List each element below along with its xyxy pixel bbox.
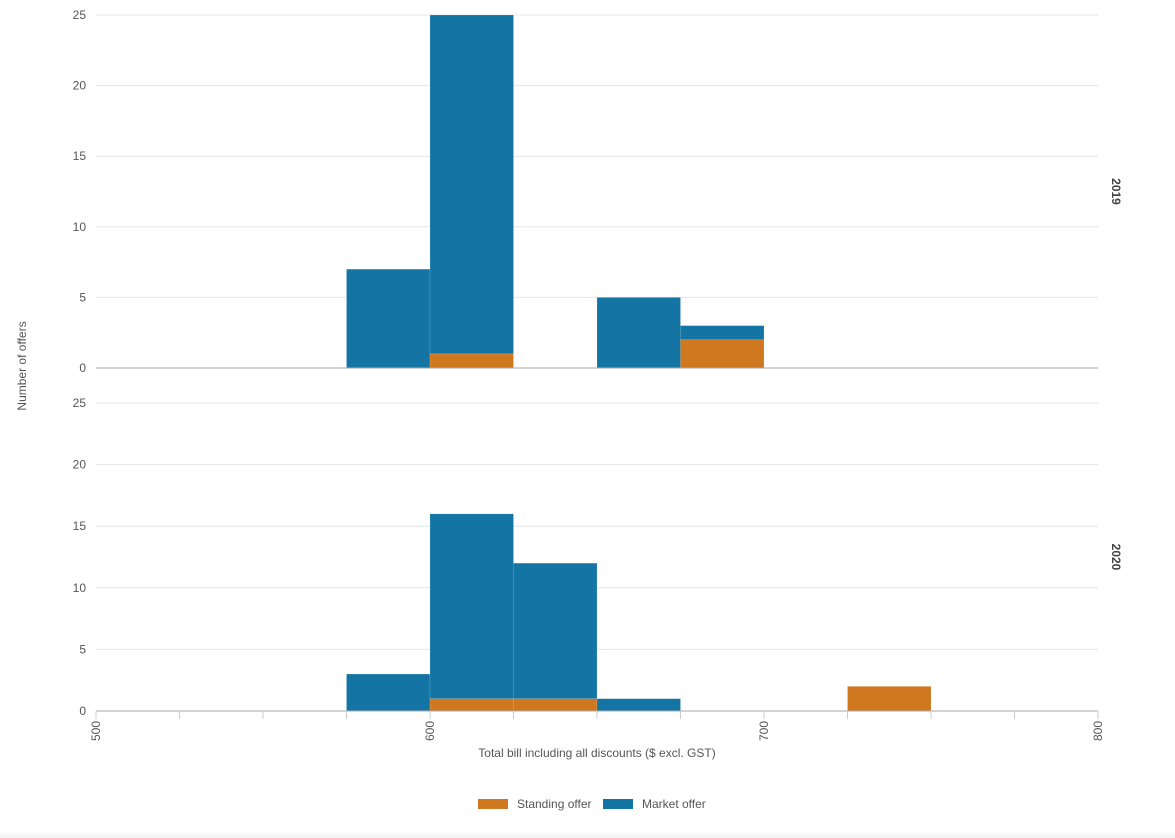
bar-market-offer <box>596 297 681 369</box>
legend-swatch <box>603 799 633 809</box>
y-tick-label: 15 <box>73 519 87 533</box>
bar-standing-offer <box>680 339 765 369</box>
y-tick-label: 0 <box>79 361 86 375</box>
y-tick-label: 25 <box>73 8 87 22</box>
y-tick-label: 15 <box>73 149 87 163</box>
legend-item-standing-offer: Standing offer <box>478 797 592 811</box>
bottom-strip <box>0 830 1175 838</box>
x-tick-label: 600 <box>423 721 437 741</box>
y-tick-label: 5 <box>79 290 86 304</box>
legend-label: Standing offer <box>517 797 592 811</box>
x-tick-label: 700 <box>757 721 771 741</box>
y-axis-title: Number of offers <box>15 321 29 410</box>
y-tick-label: 5 <box>79 642 86 656</box>
y-tick-label: 0 <box>79 704 86 718</box>
bar-market-offer <box>346 268 431 369</box>
y-tick-label: 25 <box>73 396 87 410</box>
bar-standing-offer <box>847 686 932 712</box>
facet-label: 2020 <box>1109 544 1123 571</box>
bar-standing-offer <box>429 698 514 712</box>
x-axis: 500 600 700 800 <box>89 711 1105 741</box>
panel-2019: 0 5 10 15 20 25 2019 <box>73 8 1123 375</box>
legend-item-market-offer: Market offer <box>603 797 706 811</box>
bar-market-offer <box>346 673 431 712</box>
panel-2020: 0 5 10 15 20 25 2020 <box>73 396 1123 718</box>
x-axis-title: Total bill including all discounts ($ ex… <box>478 746 715 760</box>
legend: Standing offer Market offer <box>478 797 706 811</box>
bar-market-offer <box>513 562 598 699</box>
facet-label: 2019 <box>1109 178 1123 205</box>
y-tick-label: 20 <box>73 458 87 472</box>
y-tick-label: 10 <box>73 581 87 595</box>
legend-label: Market offer <box>642 797 706 811</box>
x-tick-label: 500 <box>89 721 103 741</box>
x-tick-label: 800 <box>1091 721 1105 741</box>
y-tick-label: 10 <box>73 220 87 234</box>
bar-market-offer <box>429 513 514 699</box>
bar-standing-offer <box>513 698 598 712</box>
facet-panels: 0 5 10 15 20 25 2019 0 5 10 15 20 25 2020 <box>73 8 1123 718</box>
bar-market-offer <box>680 325 765 341</box>
bar-market-offer <box>596 698 681 712</box>
legend-swatch <box>478 799 508 809</box>
bar-standing-offer <box>429 353 514 369</box>
bar-market-offer <box>429 14 514 355</box>
y-tick-label: 20 <box>73 79 87 93</box>
